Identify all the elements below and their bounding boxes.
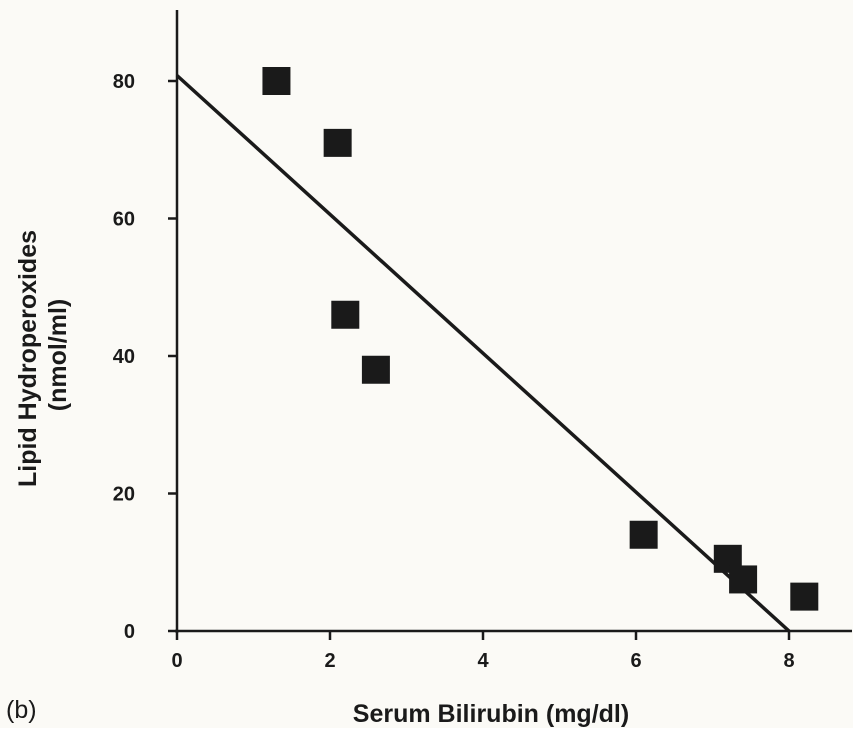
data-point bbox=[262, 67, 291, 95]
y-axis-title-line-2: (nmol/ml) bbox=[44, 299, 72, 412]
data-point bbox=[629, 520, 658, 549]
data-point bbox=[323, 128, 352, 157]
data-point bbox=[361, 355, 390, 384]
x-tick-label: 6 bbox=[630, 650, 641, 672]
data-point bbox=[729, 565, 758, 594]
data-points bbox=[262, 67, 819, 611]
x-axis-title: Serum Bilirubin (mg/dl) bbox=[353, 700, 629, 728]
x-tick-label: 0 bbox=[171, 650, 182, 672]
data-point bbox=[331, 300, 360, 329]
y-tick-label: 20 bbox=[113, 484, 135, 506]
axes bbox=[175, 10, 852, 633]
y-tick-label: 0 bbox=[124, 621, 135, 643]
y-axis-title-line-1: Lipid Hydroperoxides bbox=[14, 230, 42, 487]
data-point bbox=[790, 582, 819, 611]
y-axis-title: Lipid Hydroperoxides (nmol/ml) bbox=[14, 223, 72, 487]
panel-label: (b) bbox=[6, 696, 37, 724]
regression-line-layer bbox=[175, 74, 791, 633]
x-tick-label: 8 bbox=[783, 650, 794, 672]
y-tick-label: 40 bbox=[113, 346, 135, 368]
regression-line bbox=[175, 74, 791, 633]
x-tick-label: 2 bbox=[324, 650, 335, 672]
y-tick-label: 60 bbox=[113, 209, 135, 231]
y-tick-label: 80 bbox=[113, 71, 135, 93]
x-tick-label: 4 bbox=[477, 650, 489, 672]
